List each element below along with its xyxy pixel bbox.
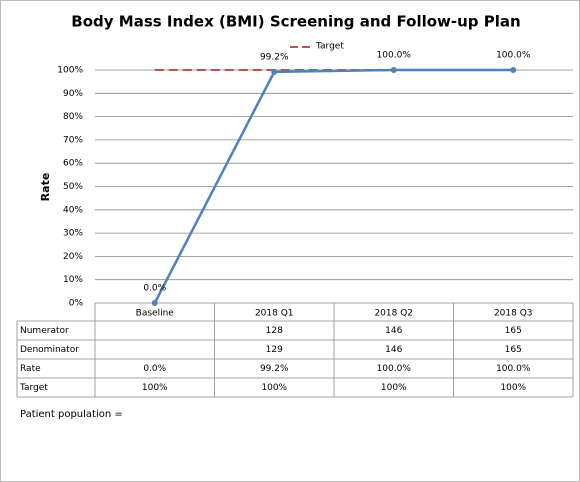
data-label: 100.0% [496,51,531,61]
y-tick-label: 100% [57,66,83,76]
table-cell: 165 [505,345,522,355]
x-tick-label: 2018 Q2 [374,309,413,319]
table-cell: 146 [385,345,402,355]
table-cell: 100.0% [377,364,412,374]
y-tick-label: 0% [69,299,84,309]
table-cell: 100% [381,383,407,393]
table-row-header: Numerator [20,326,69,336]
data-label: 99.2% [260,52,289,62]
y-tick-label: 70% [63,135,83,145]
y-tick-label: 60% [63,159,83,169]
table-cell: 146 [385,326,402,336]
y-tick-label: 90% [63,89,83,99]
y-tick-label: 80% [63,112,83,122]
table-row-header: Rate [20,364,41,374]
x-tick-label: 2018 Q3 [494,309,533,319]
data-point [390,67,397,73]
table-row-header: Denominator [20,345,79,355]
table-cell: 100.0% [496,364,531,374]
y-tick-label: 20% [63,252,83,262]
table-cell: 100% [500,383,526,393]
x-tick-label: Baseline [136,309,175,319]
y-tick-label: 40% [63,205,83,215]
data-label: 100.0% [377,51,412,61]
table-cell: 165 [505,326,522,336]
data-label: 0.0% [143,284,166,294]
table-cell: 128 [266,326,283,336]
footnote: Patient population = [20,409,123,420]
table-cell: 100% [142,383,168,393]
table-cell: 0.0% [143,364,166,374]
y-tick-label: 10% [63,275,83,285]
data-point [271,68,278,75]
data-point [510,67,517,73]
table-cell: 100% [261,383,287,393]
table-cell: 129 [266,345,283,355]
y-tick-label: 30% [63,229,83,239]
y-axis-label: Rate [39,173,52,202]
x-tick-label: 2018 Q1 [255,309,294,319]
table-cell: 99.2% [260,364,289,374]
chart-title: Body Mass Index (BMI) Screening and Foll… [71,13,520,31]
series-line [153,68,514,304]
y-tick-label: 50% [63,182,83,192]
data-point [151,300,158,306]
legend-label: Target [315,42,344,52]
table-row-header: Target [19,383,48,393]
